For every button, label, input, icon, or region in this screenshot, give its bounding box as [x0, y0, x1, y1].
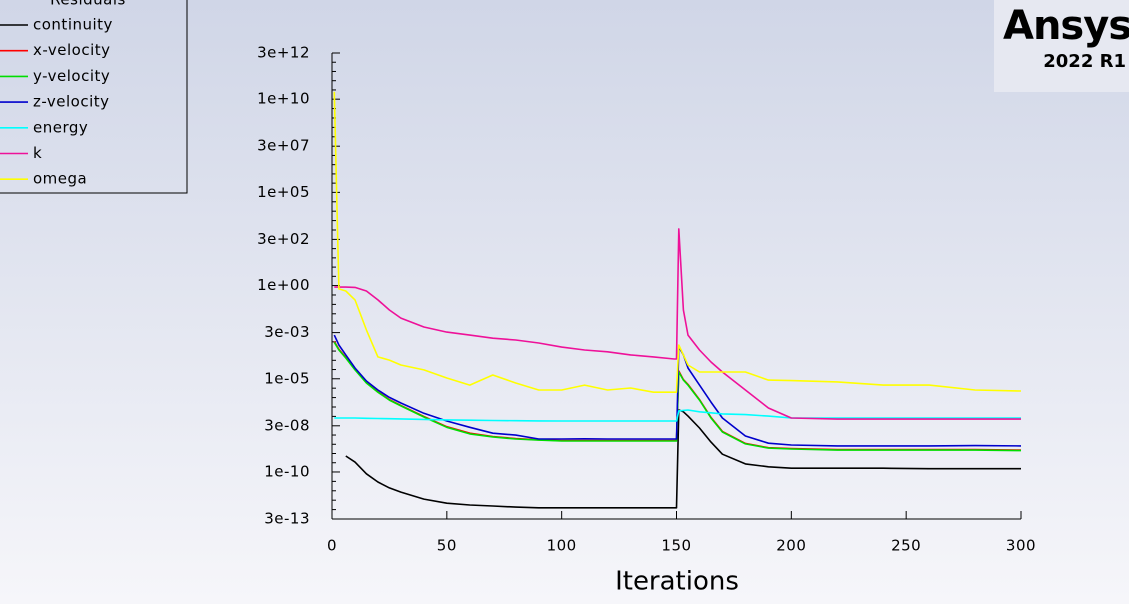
y-tick-label: 1e-10 [264, 462, 310, 480]
legend-label: x-velocity [33, 41, 111, 59]
y-tick-label: 3e-03 [264, 323, 310, 341]
legend-box [0, 0, 188, 194]
x-tick-label: 150 [661, 537, 691, 555]
y-tick-label: 3e-13 [264, 510, 310, 528]
y-tick-label: 1e-05 [264, 369, 310, 387]
legend-title: Residuals [50, 0, 126, 9]
legend-label: continuity [33, 16, 113, 34]
y-tick-label: 3e+02 [257, 230, 310, 248]
x-axis-label: Iterations [615, 567, 739, 597]
y-tick-label: 3e+12 [257, 44, 310, 62]
x-tick-label: 50 [437, 537, 457, 555]
x-tick-label: 100 [547, 537, 577, 555]
x-tick-label: 300 [1006, 537, 1036, 555]
series-line [333, 334, 1022, 447]
series-line [333, 91, 1022, 393]
x-tick-label: 0 [327, 537, 337, 555]
legend-label: k [33, 144, 42, 162]
version: 2022 R1 [1043, 51, 1126, 72]
y-tick-label: 1e+00 [257, 276, 310, 294]
legend-label: z-velocity [33, 93, 110, 111]
y-tick-label: 1e+05 [257, 183, 310, 201]
y-tick-label: 3e+07 [257, 137, 310, 155]
legend-label: omega [33, 170, 87, 188]
logo: Ansys [1003, 3, 1129, 49]
legend-label: y-velocity [33, 67, 110, 85]
y-tick-label: 1e+10 [257, 90, 310, 108]
x-tick-label: 250 [891, 537, 921, 555]
x-tick-label: 200 [776, 537, 806, 555]
series-line [334, 228, 1021, 420]
series-line [333, 341, 1022, 452]
series-line [334, 409, 1021, 422]
series-line [345, 409, 1021, 509]
legend-label: energy [33, 118, 88, 136]
y-tick-label: 3e-08 [264, 416, 310, 434]
logo-panel [994, 0, 1129, 92]
